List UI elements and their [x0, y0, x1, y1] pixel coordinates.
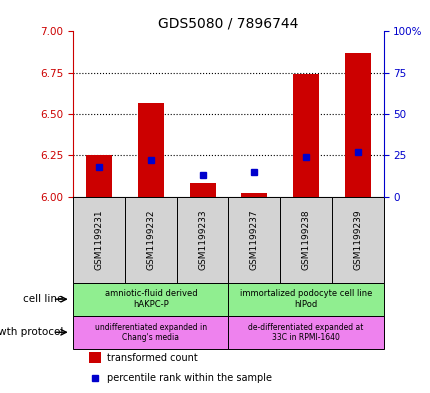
Text: transformed count: transformed count [107, 353, 198, 363]
Text: de-differentiated expanded at
33C in RPMI-1640: de-differentiated expanded at 33C in RPM… [248, 323, 363, 342]
FancyBboxPatch shape [228, 316, 383, 349]
FancyBboxPatch shape [228, 283, 383, 316]
FancyBboxPatch shape [280, 197, 331, 283]
Text: immortalized podocyte cell line
hIPod: immortalized podocyte cell line hIPod [239, 290, 372, 309]
Bar [189, 184, 215, 197]
Bar [86, 155, 112, 197]
FancyBboxPatch shape [176, 197, 228, 283]
Bar [89, 353, 101, 363]
Bar [241, 193, 267, 197]
FancyBboxPatch shape [73, 283, 228, 316]
Text: GSM1199238: GSM1199238 [301, 209, 310, 270]
Bar [138, 103, 163, 197]
Text: growth protocol: growth protocol [0, 327, 63, 337]
Text: percentile rank within the sample: percentile rank within the sample [107, 373, 272, 383]
Text: cell line: cell line [22, 294, 63, 304]
FancyBboxPatch shape [73, 197, 125, 283]
Text: GSM1199237: GSM1199237 [249, 209, 258, 270]
FancyBboxPatch shape [125, 197, 176, 283]
FancyBboxPatch shape [331, 197, 383, 283]
Text: GSM1199231: GSM1199231 [95, 209, 103, 270]
Title: GDS5080 / 7896744: GDS5080 / 7896744 [158, 16, 298, 30]
FancyBboxPatch shape [73, 316, 228, 349]
Bar [292, 74, 318, 197]
Text: GSM1199233: GSM1199233 [198, 209, 206, 270]
Text: GSM1199239: GSM1199239 [353, 209, 361, 270]
FancyBboxPatch shape [228, 197, 280, 283]
Text: undifferentiated expanded in
Chang's media: undifferentiated expanded in Chang's med… [95, 323, 206, 342]
Text: GSM1199232: GSM1199232 [146, 209, 155, 270]
Bar [344, 53, 370, 197]
Text: amniotic-fluid derived
hAKPC-P: amniotic-fluid derived hAKPC-P [104, 290, 197, 309]
